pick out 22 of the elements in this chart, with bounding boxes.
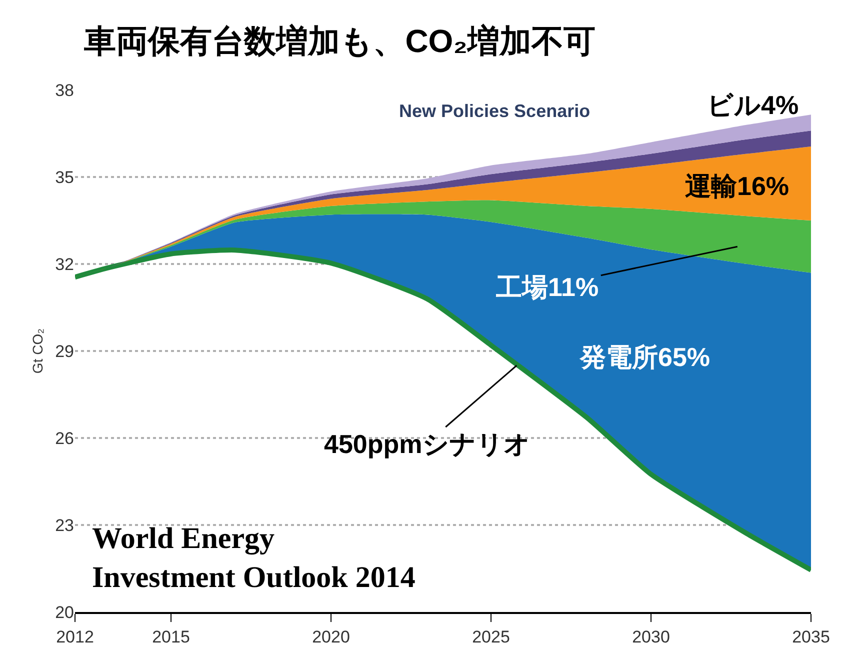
- y-tick-label: 20: [55, 602, 74, 622]
- y-tick-label: 26: [55, 428, 74, 448]
- chart-title: 車両保有台数増加も、CO₂増加不可: [83, 23, 596, 60]
- y-tick-label: 38: [55, 80, 74, 100]
- y-tick-label: 23: [55, 516, 74, 535]
- x-tick-label: 2012: [56, 627, 94, 646]
- annotation: New Policies Scenario: [399, 101, 590, 121]
- y-tick-label: 32: [55, 254, 74, 274]
- x-tick-label: 2020: [312, 627, 350, 646]
- y-tick-label: 29: [55, 342, 74, 361]
- series-label: ビル4%: [707, 90, 799, 120]
- y-tick-label: 35: [55, 168, 74, 187]
- x-tick-label: 2030: [632, 627, 670, 646]
- series-label: 運輸16%: [685, 171, 790, 201]
- x-tick-label: 2025: [472, 627, 510, 646]
- x-tick-label: 2035: [792, 627, 830, 646]
- series-label: 発電所65%: [579, 342, 710, 372]
- series-label: 450ppmシナリオ: [324, 429, 530, 459]
- y-axis-title: Gt CO₂: [30, 328, 46, 374]
- annotation: World Energy Investment Outlook 2014: [92, 522, 416, 594]
- series-label: 工場11%: [495, 272, 599, 302]
- x-tick-label: 2015: [152, 627, 190, 646]
